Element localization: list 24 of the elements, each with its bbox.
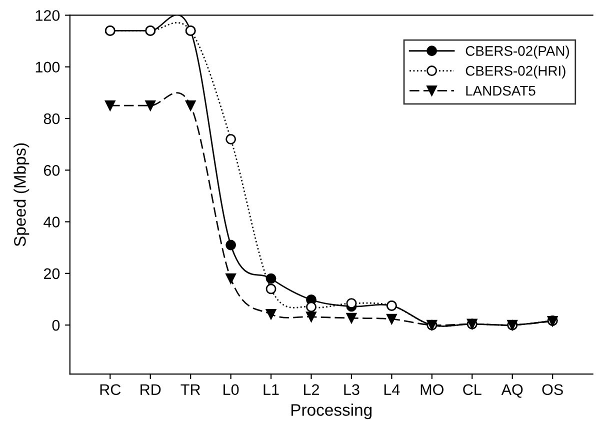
y-tick-label: 80 — [44, 113, 60, 124]
x-tick-label: CL — [463, 384, 482, 396]
legend-label: CBERS-02(PAN) — [466, 46, 569, 59]
x-tick-label: AQ — [501, 384, 523, 398]
y-axis-title: Speed (Mbps) — [14, 143, 30, 246]
x-tick-label: L0 — [224, 384, 239, 396]
y-tick-label: 0 — [52, 320, 60, 331]
y-tick-label: 60 — [44, 165, 60, 176]
y-tick-label: 40 — [44, 216, 60, 228]
x-tick-label: L3 — [344, 384, 360, 396]
x-tick-label: RC — [100, 384, 121, 396]
x-tick-label: MO — [420, 384, 444, 396]
legend-label: LANDSAT5 — [466, 86, 536, 96]
y-tick-label: 100 — [36, 62, 60, 73]
y-tick-label: 120 — [36, 10, 60, 21]
legend-label: CBERS-02(HRI) — [466, 66, 566, 78]
x-tick-label: L1 — [264, 384, 279, 395]
x-tick-label: RD — [140, 384, 161, 395]
x-tick-label: L2 — [304, 384, 319, 395]
x-tick-label: TR — [180, 384, 200, 395]
y-tick-label: 20 — [44, 268, 60, 280]
x-axis-title: Processing — [292, 404, 372, 420]
x-tick-label: L4 — [384, 384, 400, 395]
x-tick-label: OS — [542, 384, 563, 396]
